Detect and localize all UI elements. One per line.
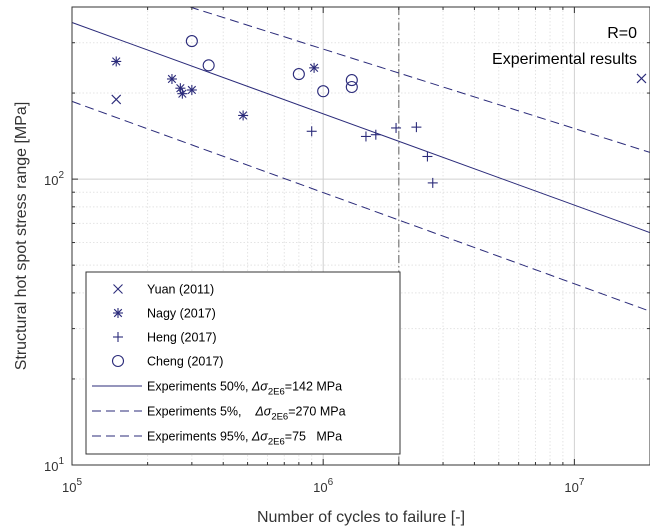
data-point-plus xyxy=(306,126,317,137)
data-point-circle xyxy=(292,68,305,81)
fit-line-95 xyxy=(71,100,650,312)
y-tick-label: 102 xyxy=(44,170,64,188)
x-axis-title: Number of cycles to failure [-] xyxy=(257,509,465,526)
data-point-asterisk xyxy=(177,88,188,99)
x-tick-label: 107 xyxy=(564,477,584,495)
data-point-asterisk xyxy=(166,73,177,84)
y-tick-labels: 101 102 xyxy=(44,170,64,474)
fit-line-5 xyxy=(189,6,650,153)
legend-label: Cheng (2017) xyxy=(147,355,223,369)
data-point-asterisk xyxy=(238,110,249,121)
data-point-asterisk xyxy=(111,56,122,67)
data-point-circle xyxy=(317,85,330,98)
legend-marker-circle xyxy=(111,354,125,368)
data-point-x xyxy=(636,73,647,84)
x-tick-label: 106 xyxy=(313,477,333,495)
plot-frame xyxy=(71,6,650,466)
data-point-plus xyxy=(427,177,438,188)
fit-line-50 xyxy=(71,22,650,234)
legend-marker-x xyxy=(113,284,123,294)
legend-box xyxy=(85,271,401,455)
annotation-experimental: Experimental results xyxy=(492,51,637,68)
legend-label: Experiments 50%, Δσ2E6=142 MPa xyxy=(147,380,342,398)
legend-label: Heng (2017) xyxy=(147,331,217,345)
data-point-circle xyxy=(202,59,215,72)
legend-marker-asterisk xyxy=(113,308,123,318)
data-point-plus xyxy=(411,122,422,133)
legend-label: Yuan (2011) xyxy=(147,283,214,297)
legend-label: Experiments 95%, Δσ2E6=75 MPa xyxy=(147,430,342,448)
legend-marker-plus xyxy=(113,332,123,342)
data-point-plus xyxy=(370,129,381,140)
legend-label: Nagy (2017) xyxy=(147,307,216,321)
data-point-circle xyxy=(345,80,358,94)
data-point-x xyxy=(111,94,122,105)
data-points xyxy=(111,35,647,188)
x-tick-labels: 105 106 107 xyxy=(62,477,585,495)
x-tick-label: 105 xyxy=(62,477,82,495)
fit-lines xyxy=(71,6,650,312)
data-point-plus xyxy=(391,122,402,133)
legend-label: Experiments 5%, Δσ2E6=270 MPa xyxy=(147,405,346,423)
y-axis-title: Structural hot spot stress range [MPa] xyxy=(13,102,30,371)
data-point-circle xyxy=(185,35,198,48)
data-point-plus xyxy=(360,131,371,142)
annotation-r0: R=0 xyxy=(607,25,637,42)
legend: Yuan (2011) Nagy (2017) Heng (2017) Cheng (… xyxy=(85,271,401,455)
data-point-asterisk xyxy=(186,84,197,95)
data-point-plus xyxy=(422,151,433,162)
data-point-circle xyxy=(345,74,358,87)
y-tick-label: 101 xyxy=(44,456,64,474)
data-point-asterisk xyxy=(309,62,320,73)
